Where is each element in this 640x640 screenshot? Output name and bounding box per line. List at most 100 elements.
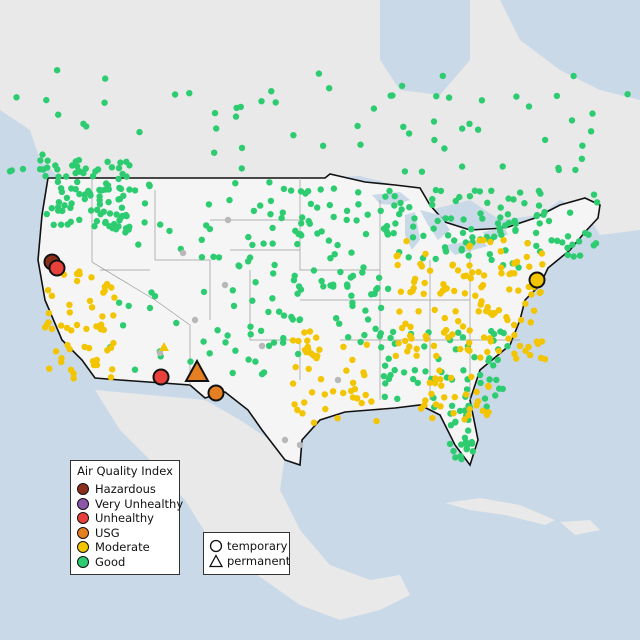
station-dot <box>131 366 139 373</box>
station-dot <box>96 201 104 208</box>
station-dot <box>299 214 306 221</box>
station-dot <box>456 407 464 415</box>
station-dot <box>245 233 252 241</box>
station-dot <box>318 228 325 235</box>
station-dot <box>486 335 494 342</box>
station-dot <box>582 229 589 237</box>
station-dot <box>464 346 471 353</box>
station-dot <box>58 188 66 196</box>
station-dot <box>468 226 475 233</box>
station-dot <box>522 300 529 307</box>
station-dot <box>533 338 540 345</box>
great-lakes <box>372 192 508 255</box>
triangle-icon <box>209 554 223 568</box>
station-dot <box>422 368 429 375</box>
station-dot <box>145 181 153 188</box>
station-dot <box>411 215 418 222</box>
station-dot <box>330 213 337 221</box>
station-dot <box>368 398 375 405</box>
hudson-bay <box>380 0 470 95</box>
station-dot <box>466 262 473 269</box>
station-dot <box>578 155 586 162</box>
station-dot <box>394 395 401 402</box>
legend-swatch <box>77 555 89 568</box>
station-dot <box>466 405 473 413</box>
station-dot <box>257 327 265 334</box>
station-dot <box>576 252 584 259</box>
station-dot <box>452 308 459 315</box>
station-dot <box>477 354 484 361</box>
station-dot <box>120 192 127 199</box>
station-dot <box>80 120 87 128</box>
station-dot <box>349 272 357 279</box>
station-dot <box>246 254 254 261</box>
station-dot <box>499 163 506 170</box>
station-dot <box>392 220 399 227</box>
station-dot <box>107 344 115 351</box>
station-dot <box>63 194 71 202</box>
station-dot <box>43 210 50 218</box>
station-dot <box>490 330 498 338</box>
station-dot <box>272 99 279 106</box>
station-dot <box>415 308 422 315</box>
station-dot <box>478 97 486 104</box>
station-dot <box>590 191 598 198</box>
legend-label: Unhealthy <box>95 511 154 525</box>
station-dot <box>373 286 380 293</box>
station-dot <box>355 189 362 196</box>
station-dot <box>418 168 426 175</box>
station-dot <box>89 173 97 180</box>
station-dot <box>545 217 553 225</box>
station-dot <box>354 122 361 130</box>
station-dot <box>88 304 96 311</box>
station-dot <box>249 297 256 304</box>
station-dot <box>568 117 576 124</box>
station-dot <box>295 337 302 345</box>
station-dot <box>575 238 583 245</box>
shape-legend-permanent: permanent <box>209 554 290 568</box>
station-dot <box>260 240 267 247</box>
station-dot <box>93 356 101 364</box>
station-dot <box>48 292 56 299</box>
station-dot <box>406 332 414 339</box>
station-dot <box>480 237 487 244</box>
station-dot <box>73 277 81 285</box>
station-dot <box>281 436 289 444</box>
station-dot <box>257 202 264 209</box>
station-dot <box>55 204 62 211</box>
station-dot <box>280 312 288 319</box>
station-dot <box>555 166 562 174</box>
station-dot <box>296 441 304 449</box>
station-dot <box>396 210 403 218</box>
station-dot <box>511 219 519 226</box>
station-dot <box>437 403 444 410</box>
station-dot <box>87 207 95 214</box>
station-dot <box>511 331 518 339</box>
station-dot <box>428 390 435 398</box>
station-dot <box>391 366 398 374</box>
station-dot <box>104 182 112 189</box>
station-dot <box>458 163 466 170</box>
station-dot <box>373 417 380 425</box>
station-dot <box>362 391 369 399</box>
station-dot <box>391 193 398 200</box>
station-dot <box>472 292 479 299</box>
station-dot <box>76 270 83 278</box>
station-dot <box>437 187 445 195</box>
station-dot <box>515 264 522 271</box>
station-dot <box>447 215 455 222</box>
station-dot <box>492 392 499 399</box>
station-dot <box>459 229 467 236</box>
station-dot <box>506 286 513 293</box>
station-dot <box>465 427 472 434</box>
station-dot <box>76 216 83 223</box>
station-dot <box>624 91 631 98</box>
station-dot <box>497 264 505 271</box>
station-dot <box>157 221 164 228</box>
station-dot <box>593 199 601 206</box>
station-dot <box>441 394 448 401</box>
station-dot <box>421 401 428 409</box>
station-dot <box>429 414 436 422</box>
station-dot <box>393 253 400 260</box>
station-dot <box>98 187 106 194</box>
